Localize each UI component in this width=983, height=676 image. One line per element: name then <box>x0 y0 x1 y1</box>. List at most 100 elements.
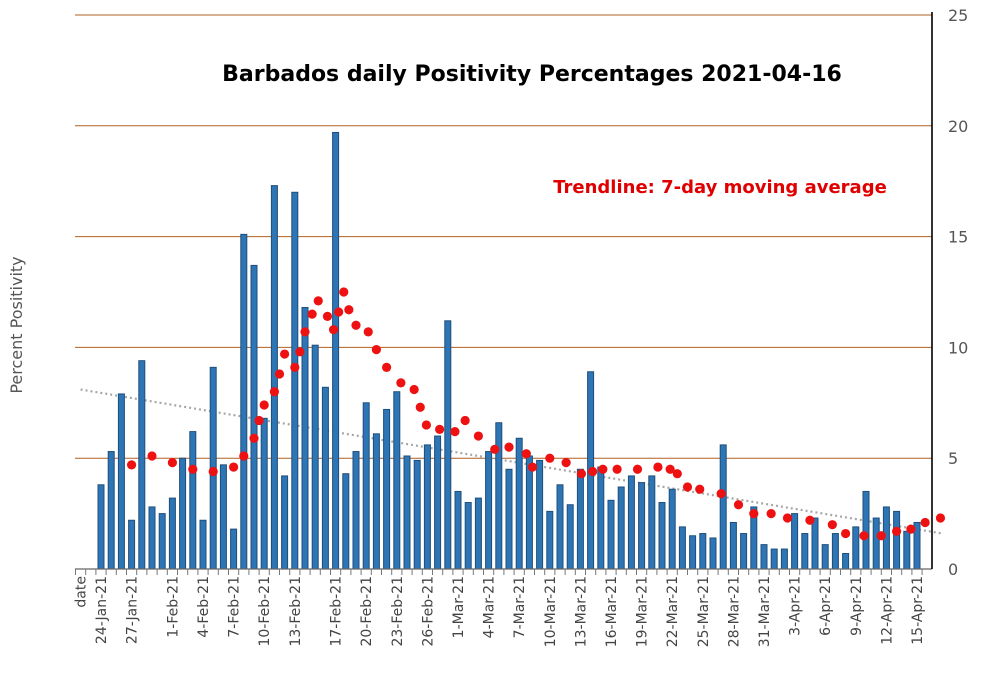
moving-average-point <box>307 309 317 319</box>
bar <box>893 510 901 570</box>
moving-average-point <box>490 444 500 454</box>
y-tick-label: 25 <box>948 6 968 25</box>
bar <box>689 535 697 570</box>
x-tick-label: 31-Mar-21 <box>757 576 773 647</box>
moving-average-point <box>749 508 759 519</box>
bar <box>240 233 248 570</box>
bar <box>903 530 911 570</box>
bar <box>301 307 309 570</box>
moving-average-point <box>521 449 531 459</box>
moving-average-point <box>841 528 851 539</box>
bar <box>729 521 737 570</box>
bar <box>444 320 452 570</box>
bar <box>780 548 788 570</box>
moving-average-point <box>334 307 344 317</box>
moving-average-point <box>906 524 916 534</box>
bar <box>556 484 564 570</box>
moving-average-point <box>545 453 555 463</box>
moving-average-point <box>920 517 930 528</box>
moving-average-point <box>371 345 381 355</box>
bar <box>740 533 748 570</box>
moving-average-point <box>782 513 793 523</box>
moving-average-point <box>167 458 177 468</box>
x-tick-label: 6-Apr-21 <box>818 576 834 636</box>
y-tick-label: 0 <box>948 560 958 579</box>
moving-average-point <box>290 362 300 372</box>
moving-average-point <box>450 427 460 437</box>
bar <box>658 502 666 570</box>
moving-average-point <box>300 327 310 337</box>
gridlines <box>75 14 932 459</box>
bar <box>403 455 411 570</box>
y-axis-label: Percent Positivity <box>7 256 26 393</box>
x-tick-label: 9-Apr-21 <box>849 576 865 636</box>
moving-average-point <box>473 431 483 441</box>
x-tick-label: 10-Feb-21 <box>257 576 273 647</box>
bar <box>566 504 574 570</box>
bar <box>525 455 533 570</box>
bar <box>321 386 329 570</box>
bar <box>576 468 584 570</box>
bar <box>117 393 125 570</box>
bar <box>138 360 146 570</box>
moving-average-point <box>259 400 269 410</box>
moving-average-point <box>653 462 663 472</box>
moving-average-point <box>313 296 323 306</box>
moving-average-point <box>280 349 290 359</box>
bar <box>393 391 401 570</box>
moving-average-point <box>665 464 675 474</box>
bar <box>311 344 319 570</box>
moving-average-point <box>827 520 837 530</box>
moving-average-point <box>588 466 598 477</box>
moving-average-point <box>344 305 354 315</box>
bar <box>862 490 870 570</box>
moving-average-point <box>127 460 137 470</box>
moving-average-point <box>612 464 622 474</box>
bar <box>872 517 880 570</box>
bar <box>607 499 615 570</box>
moving-average-point <box>733 500 744 510</box>
bar <box>648 475 656 570</box>
bar <box>505 468 513 570</box>
moving-average-layer <box>127 287 946 541</box>
x-tick-label: 19-Mar-21 <box>635 576 651 647</box>
x-tick-label: 1-Feb-21 <box>165 576 181 638</box>
moving-average-point <box>527 462 538 472</box>
bar <box>699 533 707 570</box>
y-tick-label: 10 <box>948 338 968 357</box>
bar <box>719 444 727 570</box>
x-tick-label: 4-Feb-21 <box>196 576 212 638</box>
bar <box>668 488 676 570</box>
bar <box>801 533 809 570</box>
moving-average-point <box>598 464 608 474</box>
bar <box>372 433 380 570</box>
moving-average-point <box>269 387 279 397</box>
bar <box>342 473 350 570</box>
moving-average-point <box>561 458 571 468</box>
moving-average-point <box>766 508 776 519</box>
moving-average-point <box>295 347 305 357</box>
x-tick-label: 1-Mar-21 <box>451 576 467 638</box>
x-tick-label: 13-Mar-21 <box>573 576 589 647</box>
x-tick-label: 12-Apr-21 <box>879 576 895 645</box>
x-tick-label: 7-Feb-21 <box>227 576 243 638</box>
x-tick-label: 13-Feb-21 <box>288 576 304 647</box>
moving-average-point <box>672 469 682 479</box>
bar <box>158 513 166 570</box>
bar <box>97 484 105 570</box>
moving-average-point <box>208 466 218 477</box>
x-tick-label: 15-Apr-21 <box>910 576 926 645</box>
moving-average-point <box>254 415 264 426</box>
bar <box>709 537 717 570</box>
moving-average-point <box>935 513 946 523</box>
moving-average-point <box>147 451 157 461</box>
moving-average-point <box>435 424 445 434</box>
axes <box>75 12 933 575</box>
moving-average-point <box>805 515 815 525</box>
bar <box>474 497 482 570</box>
bar <box>189 431 197 570</box>
x-tick-label: 24-Jan-21 <box>94 576 110 644</box>
moving-average-point <box>239 451 249 461</box>
x-tick-label: 4-Mar-21 <box>482 576 498 638</box>
